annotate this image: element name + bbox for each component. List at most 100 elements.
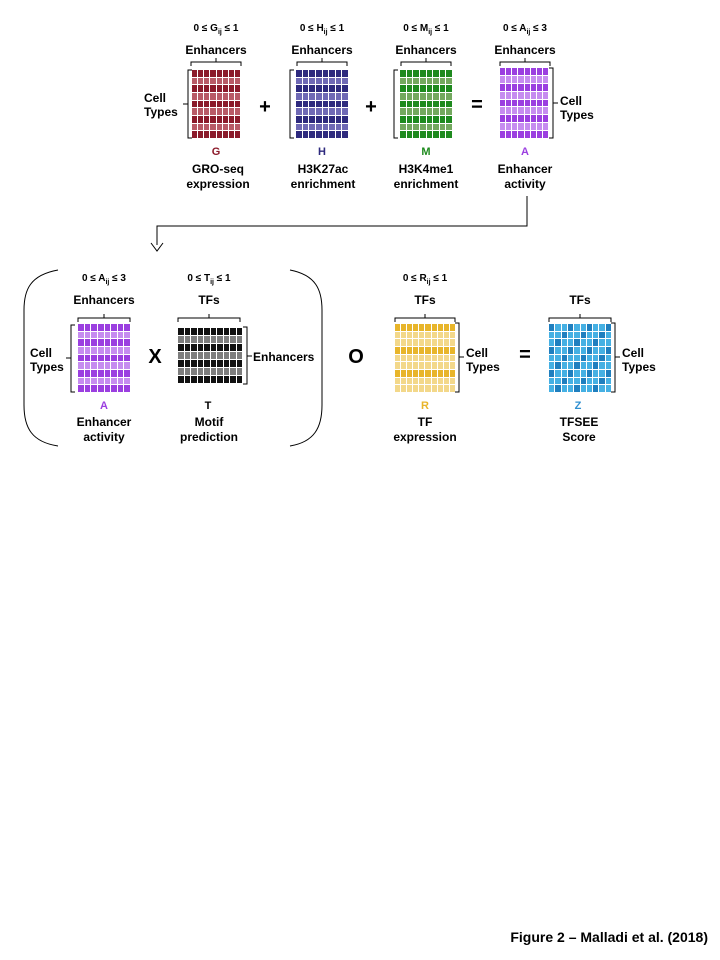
- matrix-cell: [296, 92, 302, 100]
- matrix-cell: [599, 339, 605, 346]
- matrix-cell: [586, 377, 593, 385]
- matrix-cell: [342, 77, 348, 85]
- matrix-cell: [506, 83, 512, 91]
- matrix-cell: [178, 328, 184, 335]
- matrix-cell: [426, 108, 433, 115]
- matrix-cell: [512, 107, 518, 115]
- matrix-cell: [198, 92, 204, 100]
- matrix-cell: [124, 339, 130, 346]
- matrix-cell: [400, 92, 406, 100]
- r-range-label: 0 ≤ Rij ≤ 1: [402, 273, 448, 286]
- matrix-cell: [210, 108, 216, 115]
- matrix-cell: [555, 339, 561, 346]
- matrix-cell: [536, 99, 542, 107]
- matrix-cell: [419, 354, 425, 362]
- matrix-cell: [210, 123, 216, 131]
- matrix-cell: [184, 344, 190, 351]
- matrix-cell: [419, 385, 425, 392]
- matrix-cell: [315, 123, 322, 131]
- matrix-cell: [124, 346, 130, 354]
- matrix-cell: [335, 108, 342, 115]
- matrix-A-top: [500, 68, 548, 138]
- matrix-cell: [210, 92, 216, 100]
- matrix-cell: [506, 91, 512, 99]
- matrix-cell: [419, 77, 426, 85]
- matrix-cell: [574, 385, 580, 392]
- matrix-cell: [84, 354, 91, 362]
- matrix-cell: [342, 85, 348, 92]
- matrix-cell: [230, 344, 236, 351]
- matrix-cell: [406, 123, 413, 131]
- matrix-cell: [574, 339, 580, 346]
- matrix-cell: [234, 123, 240, 131]
- matrix-cell: [302, 77, 309, 85]
- matrix-cell: [449, 346, 455, 354]
- matrix-cell: [296, 77, 302, 85]
- ba-caption: Enhancer activity: [76, 415, 132, 444]
- matrix-cell: [230, 352, 236, 359]
- matrix-cell: [406, 85, 413, 92]
- t-side-bracket: [243, 326, 252, 385]
- matrix-cell: [419, 85, 426, 92]
- matrix-cell: [439, 70, 446, 77]
- matrix-cell: [197, 368, 203, 375]
- matrix-cell: [446, 92, 452, 100]
- matrix-cell: [586, 369, 593, 377]
- matrix-cell: [117, 377, 124, 385]
- matrix-cell: [104, 385, 111, 392]
- matrix-cell: [506, 123, 512, 131]
- matrix-cell: [406, 115, 413, 123]
- matrix-cell: [117, 346, 124, 354]
- matrix-cell: [197, 376, 203, 383]
- matrix-cell: [309, 77, 315, 85]
- matrix-cell: [586, 354, 593, 362]
- matrix-cell: [593, 346, 599, 354]
- matrix-cell: [413, 92, 419, 100]
- matrix-cell: [518, 68, 524, 75]
- matrix-cell: [210, 352, 216, 359]
- matrix-cell: [222, 108, 228, 115]
- matrix-cell: [302, 115, 309, 123]
- matrix-cell: [234, 131, 240, 138]
- matrix-cell: [437, 346, 443, 354]
- matrix-cell: [104, 369, 111, 377]
- matrix-cell: [400, 123, 406, 131]
- matrix-cell: [222, 77, 228, 85]
- matrix-cell: [222, 131, 228, 138]
- matrix-cell: [555, 324, 561, 331]
- matrix-cell: [549, 331, 555, 339]
- g-enhancers-header: Enhancers: [185, 43, 247, 57]
- matrix-cell: [413, 100, 419, 108]
- matrix-cell: [413, 354, 419, 362]
- matrix-cell: [407, 362, 413, 369]
- matrix-cell: [78, 324, 84, 331]
- matrix-cell: [91, 377, 97, 385]
- matrix-cell: [97, 354, 104, 362]
- matrix-cell: [197, 328, 203, 335]
- matrix-cell: [407, 377, 413, 385]
- matrix-cell: [217, 336, 223, 343]
- matrix-cell: [395, 385, 401, 392]
- matrix-cell: [216, 123, 222, 131]
- matrix-cell: [198, 123, 204, 131]
- g-caption: GRO-seq expression: [186, 162, 250, 191]
- matrix-cell: [91, 346, 97, 354]
- plus-operator-1: +: [259, 96, 271, 118]
- matrix-cell: [443, 354, 449, 362]
- matrix-cell: [555, 377, 561, 385]
- t-matrix-letter: T: [204, 400, 212, 412]
- matrix-cell: [192, 77, 198, 85]
- matrix-cell: [111, 331, 117, 339]
- matrix-cell: [401, 346, 407, 354]
- matrix-cell: [518, 131, 524, 138]
- matrix-cell: [524, 123, 530, 131]
- matrix-cell: [322, 70, 329, 77]
- matrix-cell: [84, 385, 91, 392]
- matrix-cell: [413, 385, 419, 392]
- matrix-cell: [413, 77, 419, 85]
- t-enhancers-side-label: Enhancers: [253, 350, 315, 364]
- matrix-cell: [437, 369, 443, 377]
- matrix-cell: [449, 377, 455, 385]
- a-caption-top: Enhancer activity: [497, 162, 553, 191]
- matrix-cell: [555, 369, 561, 377]
